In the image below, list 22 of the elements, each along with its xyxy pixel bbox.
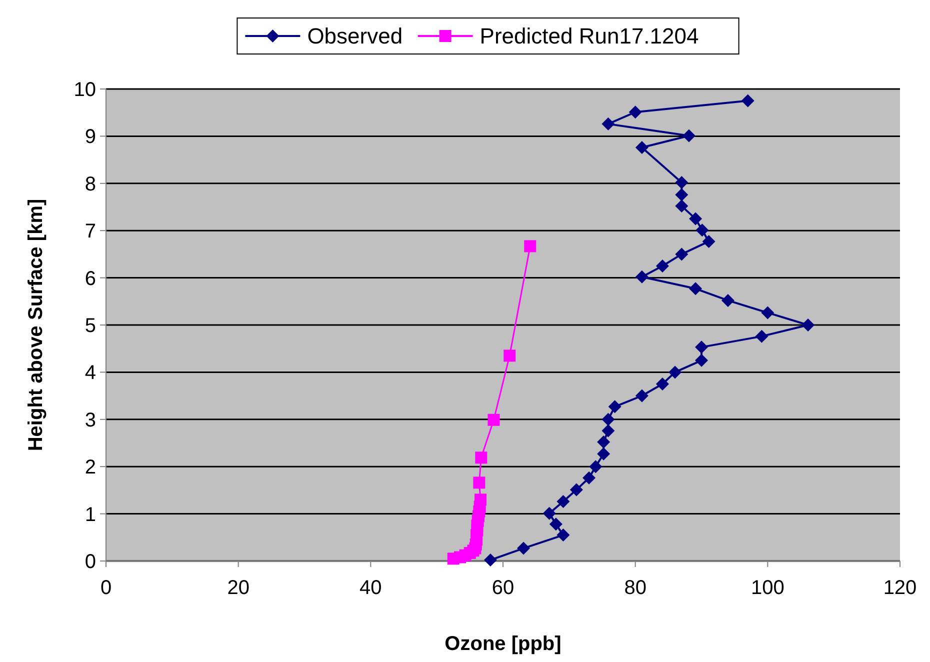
y-tick-label: 5 <box>84 315 96 337</box>
y-tick-label: 4 <box>84 362 96 384</box>
x-tick-label: 120 <box>883 577 917 599</box>
y-tick-label: 8 <box>84 173 96 196</box>
x-tick-label: 100 <box>750 577 784 599</box>
y-tick-label: 3 <box>84 409 96 432</box>
y-tick-label: 10 <box>74 79 96 101</box>
y-tick-label: 0 <box>84 551 96 573</box>
y-axis-title: Height above Surface [km] <box>25 198 47 452</box>
x-tick-label: 40 <box>360 577 382 599</box>
x-axis-title: Ozone [ppb] <box>444 633 562 655</box>
y-tick-label: 1 <box>84 504 96 526</box>
y-tick-label: 2 <box>84 456 96 479</box>
x-tick-label: 60 <box>492 577 514 599</box>
x-tick-label: 80 <box>624 577 646 599</box>
y-tick-label: 6 <box>84 268 96 290</box>
y-tick-label: 9 <box>84 126 96 148</box>
x-tick-label: 0 <box>100 577 112 599</box>
legend-label: Observed <box>307 24 403 49</box>
x-tick-label: 20 <box>227 577 250 599</box>
y-tick-label: 7 <box>84 220 96 243</box>
legend-label: Predicted Run17.1204 <box>480 24 699 49</box>
